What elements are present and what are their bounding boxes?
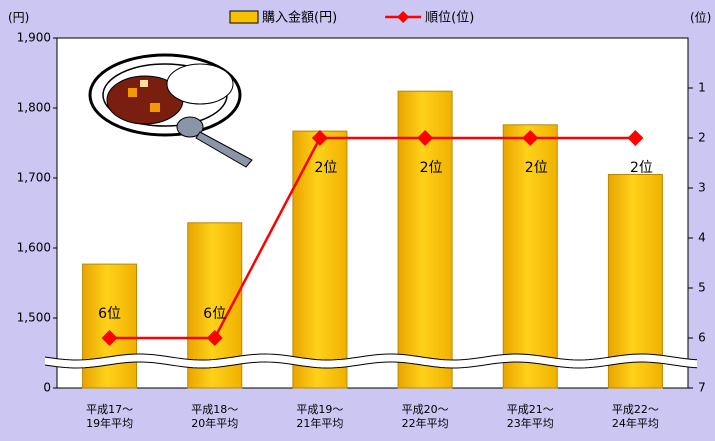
axis-break-line (44, 361, 698, 369)
data-label: 2位 (525, 160, 548, 176)
y-tick-label: 1,500 (17, 311, 51, 325)
y2-tick-label: 3 (698, 181, 706, 195)
y-axis-title: (円) (8, 11, 29, 25)
axis-break-fill (45, 354, 697, 368)
y-tick-label: 1,900 (17, 31, 51, 45)
y2-tick-label: 5 (698, 281, 706, 295)
x-tick-label: 平成17～ 19年平均 (86, 403, 134, 430)
marker (627, 130, 644, 146)
x-tick-label: 平成21～ 23年平均 (506, 403, 554, 430)
data-label: 2位 (420, 160, 443, 176)
data-label: 2位 (630, 160, 653, 176)
x-tick-label: 平成20～ 22年平均 (401, 403, 449, 430)
legend-label: 順位(位) (425, 11, 474, 26)
bar (607, 174, 663, 389)
legend-swatch (229, 10, 259, 24)
line (109, 136, 636, 340)
marker (522, 130, 539, 146)
y2-tick-label: 2 (698, 131, 706, 145)
data-label: 6位 (98, 306, 121, 322)
y2-tick-label: 6 (698, 331, 706, 345)
y2-tick-label: 1 (698, 81, 706, 95)
x-tick-label: 平成19～ 21年平均 (296, 403, 344, 430)
y2-tick-label: 7 (698, 381, 706, 395)
bar (502, 124, 558, 389)
marker (417, 130, 434, 146)
y-tick-label: 1,600 (17, 241, 51, 255)
curry-illustration (88, 53, 253, 168)
y-tick-label: 1,800 (17, 101, 51, 115)
y2-axis-title: (位) (690, 10, 711, 25)
axis-break-line (44, 353, 698, 361)
y-tick-label: 0 (43, 381, 51, 395)
x-tick-label: 平成18～ 20年平均 (191, 403, 239, 430)
marker (311, 130, 328, 146)
bar (82, 263, 138, 389)
marker (101, 330, 118, 346)
legend-label: 購入金額(円) (262, 10, 337, 26)
y-tick-label: 1,700 (17, 171, 51, 185)
legend-marker (397, 11, 410, 23)
x-tick-label: 平成22～ 24年平均 (611, 403, 659, 430)
y2-tick-label: 4 (698, 231, 706, 245)
marker (206, 330, 223, 346)
data-label: 6位 (203, 306, 226, 322)
data-label: 2位 (314, 160, 337, 176)
